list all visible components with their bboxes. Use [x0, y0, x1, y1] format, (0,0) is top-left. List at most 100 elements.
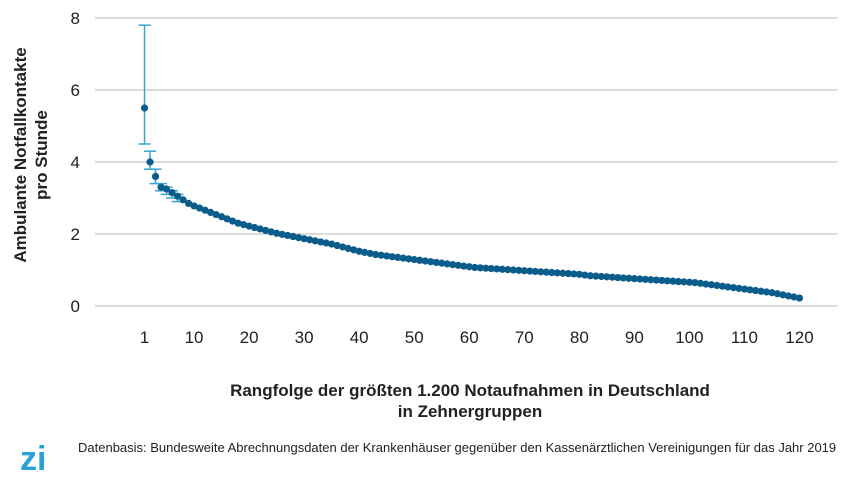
data-point	[394, 253, 402, 261]
data-point	[443, 260, 451, 268]
data-point	[251, 223, 259, 232]
data-point	[542, 268, 550, 276]
data-point	[740, 285, 749, 293]
data-point	[636, 275, 644, 283]
data-point	[498, 265, 506, 273]
data-point	[350, 246, 358, 254]
data-point	[757, 287, 765, 295]
data-point	[212, 210, 220, 219]
data-point	[597, 272, 605, 281]
error-bar	[138, 24, 151, 145]
data-point	[751, 286, 760, 295]
data-point	[586, 272, 594, 280]
data-point	[614, 273, 622, 282]
data-point	[262, 226, 270, 234]
data-point	[504, 266, 512, 274]
data-point	[702, 280, 710, 288]
data-point	[476, 264, 484, 272]
data-point	[427, 258, 435, 266]
data-point	[217, 213, 226, 221]
data-point	[509, 266, 517, 274]
data-point	[603, 273, 611, 281]
data-point	[564, 270, 572, 278]
data-point	[680, 278, 688, 286]
y-axis-title-line-2: pro Stunde	[32, 110, 51, 200]
data-point	[344, 244, 352, 252]
y-tick-label: 4	[71, 153, 80, 172]
y-tick-label: 6	[71, 81, 80, 100]
data-point	[256, 225, 264, 233]
data-point	[432, 258, 440, 267]
data-point	[421, 257, 429, 265]
data-point	[328, 240, 336, 248]
data-point	[735, 284, 743, 292]
data-point	[790, 293, 798, 301]
data-point	[608, 273, 616, 281]
data-point	[779, 291, 787, 299]
data-point	[383, 252, 391, 260]
data-point	[438, 259, 446, 267]
data-point	[691, 279, 699, 287]
data-point	[240, 221, 248, 229]
data-point	[729, 284, 738, 292]
data-point	[179, 196, 187, 204]
data-point	[206, 208, 215, 216]
data-point	[377, 251, 385, 259]
data-point	[339, 243, 347, 251]
x-tick-label: 120	[785, 328, 813, 347]
x-tick-label: 90	[625, 328, 644, 347]
data-point	[784, 292, 793, 300]
data-point	[322, 239, 330, 247]
data-point	[647, 276, 655, 284]
data-point	[493, 265, 501, 273]
data-point	[162, 185, 171, 193]
data-point	[295, 234, 303, 242]
data-point	[399, 254, 407, 262]
data-point	[234, 219, 242, 227]
error-bars	[138, 24, 184, 203]
y-tick-label: 8	[71, 9, 80, 28]
data-point	[685, 278, 694, 286]
x-tick-label: 80	[570, 328, 589, 347]
data-point	[575, 270, 583, 278]
data-point	[641, 275, 649, 283]
x-tick-label: 40	[350, 328, 369, 347]
data-point	[267, 228, 275, 236]
data-point	[355, 247, 363, 255]
data-point	[184, 199, 193, 207]
data-point	[724, 283, 732, 291]
data-point	[762, 288, 771, 296]
data-point	[663, 277, 671, 285]
data-point	[625, 274, 633, 282]
x-tick-label: 100	[675, 328, 703, 347]
x-tick-label: 20	[240, 328, 259, 347]
data-point	[306, 236, 314, 244]
x-tick-label: 60	[460, 328, 479, 347]
data-point	[658, 276, 666, 285]
data-point	[652, 276, 660, 284]
data-point	[311, 237, 319, 245]
data-point	[465, 263, 473, 271]
data-point	[449, 261, 457, 269]
data-point	[388, 253, 396, 261]
data-point	[278, 230, 286, 238]
data-point	[531, 267, 539, 276]
data-point	[168, 189, 176, 197]
data-point	[454, 261, 462, 269]
data-point	[416, 256, 424, 264]
data-point	[300, 235, 308, 243]
data-point	[768, 289, 776, 297]
x-tick-label: 110	[731, 328, 758, 347]
data-point	[559, 269, 567, 277]
data-point	[669, 277, 677, 285]
data-point	[630, 275, 638, 283]
data-point	[157, 183, 165, 191]
data-point	[795, 294, 804, 302]
data-point	[713, 281, 721, 290]
data-point	[592, 272, 600, 280]
x-tick-label: 30	[295, 328, 314, 347]
y-axis-title-line-1: Ambulante Notfallkontakte	[11, 47, 30, 262]
data-point	[410, 255, 418, 264]
data-point	[245, 222, 253, 230]
